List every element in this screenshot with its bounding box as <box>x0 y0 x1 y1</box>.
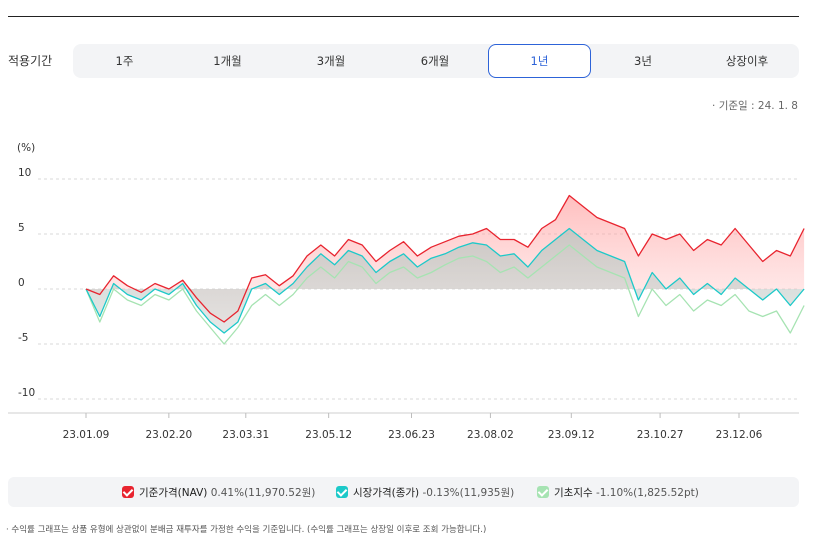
y-tick-label: 5 <box>18 222 25 234</box>
tab-6-months[interactable]: 6개월 <box>420 54 450 68</box>
y-tick-label: -5 <box>18 332 28 344</box>
y-tick-label: -10 <box>18 387 35 399</box>
top-divider <box>8 16 799 17</box>
checkbox-icon[interactable] <box>537 486 549 498</box>
x-tick-label: 23.10.27 <box>637 429 684 441</box>
series-area-1 <box>86 228 805 333</box>
legend-item-index[interactable]: 기초지수 -1.10%(1,825.52pt) <box>537 485 699 500</box>
y-tick-label: 10 <box>18 167 31 179</box>
tab-3-years[interactable]: 3년 <box>634 54 652 68</box>
tab-1-year[interactable]: 1년 <box>488 44 591 78</box>
period-label: 적용기간 <box>8 54 53 68</box>
chart-legend: 기준가격(NAV) 0.41%(11,970.52원) 시장가격(종가) -0.… <box>8 477 799 507</box>
legend-item-nav[interactable]: 기준가격(NAV) 0.41%(11,970.52원) <box>122 485 315 500</box>
legend-market-value: -0.13%(11,935원) <box>422 487 515 499</box>
x-tick-label: 23.01.09 <box>63 429 110 441</box>
x-tick-label: 23.02.20 <box>145 429 192 441</box>
series-line-0 <box>85 194 805 323</box>
tab-1-month[interactable]: 1개월 <box>213 54 242 68</box>
tab-3-months[interactable]: 3개월 <box>316 54 346 68</box>
legend-index-value: -1.10%(1,825.52pt) <box>595 487 699 499</box>
y-tick-label: 0 <box>18 277 25 289</box>
footnote: · 수익률 그래프는 상품 유형에 상관없이 분배금 재투자를 가정한 수익을 … <box>6 525 487 535</box>
series-line-1 <box>85 227 805 334</box>
base-date: · 기준일 : 24. 1. 8 <box>712 100 798 112</box>
legend-nav-name: 기준가격(NAV) <box>139 487 208 499</box>
return-chart: 10 5 0 -5 -10 23.01.09 23.02.20 23.03.31 23.05.1… <box>8 167 805 441</box>
y-axis-unit: (%) <box>17 142 36 154</box>
legend-market-name: 시장가격(종가) <box>353 487 420 499</box>
checkbox-icon[interactable] <box>336 486 348 498</box>
x-tick-label: 23.03.31 <box>222 429 269 441</box>
x-tick-label: 23.05.12 <box>305 429 352 441</box>
tab-since-listing[interactable]: 상장이후 <box>725 54 769 68</box>
legend-item-market[interactable]: 시장가격(종가) -0.13%(11,935원) <box>336 485 514 500</box>
series-line-2 <box>85 244 805 345</box>
x-tick-label: 23.08.02 <box>467 429 514 441</box>
tab-1-week[interactable]: 1주 <box>115 54 134 68</box>
period-tabs: 1주 1개월 3개월 6개월 1년 3년 상장이후 <box>73 44 799 78</box>
x-tick-label: 23.06.23 <box>388 429 435 441</box>
x-tick-label: 23.09.12 <box>548 429 595 441</box>
legend-index-name: 기초지수 <box>554 487 593 499</box>
x-tick-label: 23.12.06 <box>716 429 763 441</box>
legend-nav-value: 0.41%(11,970.52원) <box>210 487 316 499</box>
checkbox-icon[interactable] <box>122 486 134 498</box>
